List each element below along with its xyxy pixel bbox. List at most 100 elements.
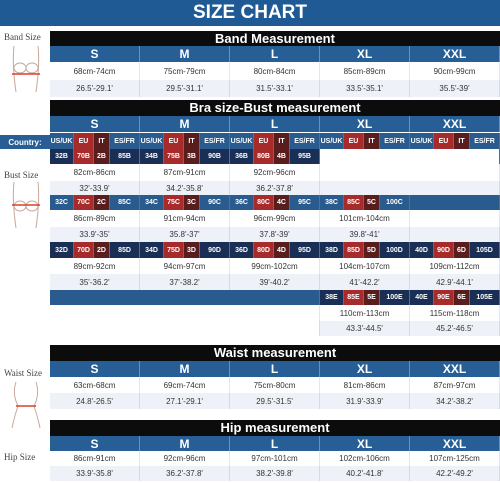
bra-c-cm-s: 86cm-89cm [50, 210, 140, 227]
size-l: L [230, 361, 320, 377]
empty-cell [410, 227, 500, 242]
bra-d-inch-xxl: 42.9'-44.1' [410, 274, 500, 290]
bra-d-inch-l: 39'-40.2' [230, 274, 320, 290]
band-inch-xl: 33.5'-35.1' [320, 80, 410, 97]
empty-cell [410, 210, 500, 227]
waist-inch-s: 24.8'-26.5' [50, 393, 140, 409]
bra-size-xxl: XXL [410, 116, 500, 132]
size-xl: XL [320, 361, 410, 377]
hip-cm-row: 86cm-91cm 92cm-96cm 97cm-101cm 102cm-106… [50, 451, 500, 466]
bra-d-cm-xxl: 109cm-112cm [410, 258, 500, 274]
bra-size-l: L [230, 116, 320, 132]
cup-d-row: 32D 70D 2D 85D 34D 75D 3D 90D 36D 80D 4D… [50, 242, 500, 258]
country-usuk: US/UK [50, 133, 74, 149]
waist-cm-xl: 81cm-86cm [320, 377, 410, 393]
code-cell: 100E [380, 290, 410, 305]
code-cell: 32B [50, 149, 74, 164]
code-cell: 80B [254, 149, 274, 164]
code-cell: 36B [230, 149, 254, 164]
hip-cm-xxl: 107cm-125cm [410, 451, 500, 466]
band-cm-xxl: 90cm-99cm [410, 62, 500, 80]
code-cell: 34C [140, 195, 164, 210]
bra-d-inch-s: 35'-36.2' [50, 274, 140, 290]
code-cell: 3D [184, 242, 200, 258]
hip-header: Hip measurement [50, 420, 500, 436]
country-row: US/UK EU IT ES/FR US/UK EU IT ES/FR US/U… [50, 133, 500, 149]
hip-cm-l: 97cm-101cm [230, 451, 320, 466]
country-it: IT [364, 133, 380, 149]
bra-d-cm-m: 94cm-97cm [140, 258, 230, 274]
band-size-label: Band Size [4, 32, 41, 42]
bra-e-cm-xl: 110cm-113cm [320, 305, 410, 321]
band-inch-row: 26.5'-29.1' 29.5'-31.1' 31.5'-33.1' 33.5… [50, 80, 500, 97]
size-xxl: XXL [410, 436, 500, 451]
code-cell: 32D [50, 242, 74, 258]
hip-inch-xl: 40.2'-41.8' [320, 466, 410, 481]
code-cell: 6D [454, 242, 470, 258]
bra-b-inch-s: 32'-33.9' [50, 181, 140, 195]
bra-c-cm-l: 96cm-99cm [230, 210, 320, 227]
bra-d-cm-s: 89cm-92cm [50, 258, 140, 274]
bra-d-inch-xl: 41'-42.2' [320, 274, 410, 290]
band-inch-l: 31.5'-33.1' [230, 80, 320, 97]
code-cell: 38C [320, 195, 344, 210]
empty-cell [50, 305, 320, 321]
size-l: L [230, 46, 320, 62]
code-cell: 85C [110, 195, 140, 210]
band-cm-l: 80cm-84cm [230, 62, 320, 80]
waist-cm-xxl: 87cm-97cm [410, 377, 500, 393]
code-cell: 4B [274, 149, 290, 164]
waist-cm-row: 63cm-68cm 69cm-74cm 75cm-80cm 81cm-86cm … [50, 377, 500, 393]
code-cell: 2D [94, 242, 110, 258]
hip-inch-m: 36.2'-37.8' [140, 466, 230, 481]
country-it: IT [274, 133, 290, 149]
waist-cm-l: 75cm-80cm [230, 377, 320, 393]
bra-header: Bra size-Bust measurement [50, 100, 500, 116]
waist-inch-l: 29.5'-31.5' [230, 393, 320, 409]
band-figure-icon [12, 45, 40, 93]
code-cell: 90D [434, 242, 454, 258]
size-xxl: XXL [410, 361, 500, 377]
cup-b-cm-row: 82cm-86cm 87cm-91cm 92cm-96cm [50, 164, 500, 181]
waist-figure-icon [11, 381, 41, 429]
country-it: IT [454, 133, 470, 149]
empty-cell [50, 321, 320, 336]
band-inch-xxl: 35.5'-39' [410, 80, 500, 97]
band-cm-m: 75cm-79cm [140, 62, 230, 80]
size-l: L [230, 436, 320, 451]
band-header: Band Measurement [50, 31, 500, 46]
code-cell: 5E [364, 290, 380, 305]
cup-d-cm-row: 89cm-92cm 94cm-97cm 99cm-102cm 104cm-107… [50, 258, 500, 274]
title-bar [0, 0, 500, 26]
cup-e-row: 38E 85E 5E 100E 40E 90E 6E 105E [50, 290, 500, 305]
code-cell: 4D [274, 242, 290, 258]
code-cell: 32C [50, 195, 74, 210]
size-s: S [50, 436, 140, 451]
country-label: Country: [0, 135, 50, 149]
cup-c-row: 32C 70C 2C 85C 34C 75C 3C 90C 36C 80C 4C… [50, 195, 500, 210]
waist-inch-xxl: 34.2'-38.2' [410, 393, 500, 409]
cup-c-inch-row: 33.9'-35' 35.8'-37' 37.8'-39' 39.8'-41' [50, 227, 500, 242]
code-cell: 75D [164, 242, 184, 258]
empty-cell [50, 290, 320, 305]
country-usuk: US/UK [320, 133, 344, 149]
code-cell: 2C [94, 195, 110, 210]
size-m: M [140, 436, 230, 451]
country-it: IT [94, 133, 110, 149]
country-esfr: ES/FR [380, 133, 410, 149]
code-cell: 36D [230, 242, 254, 258]
hip-inch-xxl: 42.2'-49.2' [410, 466, 500, 481]
code-cell: 90D [200, 242, 230, 258]
bra-c-cm-m: 91cm-94cm [140, 210, 230, 227]
bra-d-cm-l: 99cm-102cm [230, 258, 320, 274]
size-xxl: XXL [410, 46, 500, 62]
hip-inch-s: 33.9'-35.8' [50, 466, 140, 481]
code-cell: 5D [364, 242, 380, 258]
code-cell: 40E [410, 290, 434, 305]
code-cell: 3B [184, 149, 200, 164]
code-cell: 95C [290, 195, 320, 210]
size-xl: XL [320, 46, 410, 62]
bra-e-cm-xxl: 115cm-118cm [410, 305, 500, 321]
cup-b-row: 32B 70B 2B 85B 34B 75B 3B 90B 36B 80B 4B… [50, 149, 500, 164]
empty-cell [320, 149, 500, 164]
